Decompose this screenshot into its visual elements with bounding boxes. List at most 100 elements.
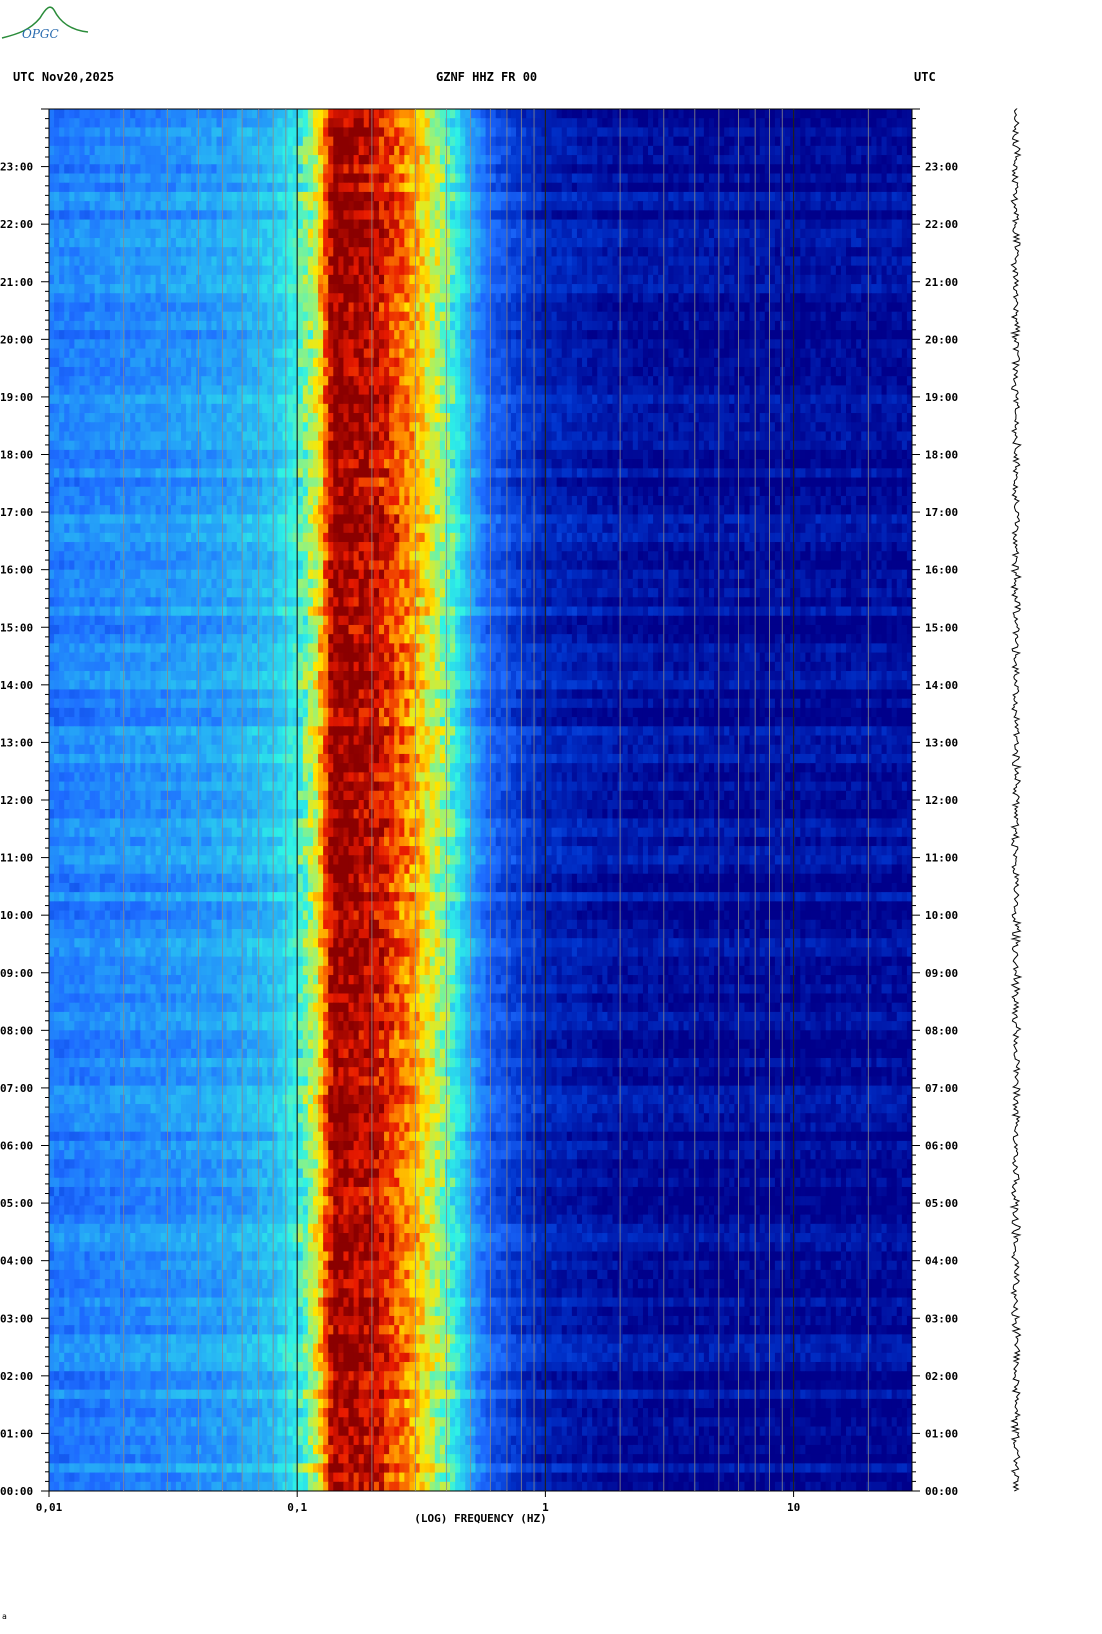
heatmap-cell bbox=[800, 284, 806, 294]
heatmap-cell bbox=[840, 237, 847, 248]
heatmap-cell bbox=[851, 265, 857, 276]
heatmap-cell bbox=[348, 145, 355, 156]
heatmap-cell bbox=[59, 109, 65, 119]
heatmap-cell bbox=[876, 219, 883, 230]
heatmap-cell bbox=[358, 201, 365, 211]
heatmap-cell bbox=[125, 357, 131, 368]
heatmap-cell bbox=[708, 265, 715, 276]
heatmap-cell bbox=[130, 145, 136, 156]
heatmap-cell bbox=[648, 127, 654, 138]
heatmap-cell bbox=[582, 265, 588, 276]
heatmap-cell bbox=[434, 311, 441, 322]
heatmap-cell bbox=[404, 311, 411, 322]
heatmap-cell bbox=[754, 320, 761, 331]
heatmap-cell bbox=[901, 109, 908, 119]
heatmap-cell bbox=[582, 293, 588, 304]
heatmap-cell bbox=[526, 173, 532, 184]
heatmap-cell bbox=[338, 182, 345, 193]
heatmap-cell bbox=[516, 293, 522, 304]
heatmap-cell bbox=[333, 256, 339, 267]
heatmap-cell bbox=[94, 339, 101, 350]
heatmap-cell bbox=[160, 145, 167, 156]
heatmap-cell bbox=[668, 330, 675, 340]
heatmap-cell bbox=[399, 293, 405, 304]
heatmap-cell bbox=[840, 182, 847, 193]
heatmap-cell bbox=[896, 247, 903, 258]
heatmap-cell bbox=[348, 237, 355, 248]
heatmap-cell bbox=[901, 136, 908, 147]
heatmap-cell bbox=[333, 274, 339, 285]
heatmap-cell bbox=[780, 173, 786, 184]
heatmap-cell bbox=[693, 311, 700, 322]
heatmap-cell bbox=[450, 293, 456, 304]
heatmap-cell bbox=[592, 182, 598, 193]
heatmap-cell bbox=[216, 219, 223, 230]
heatmap-cell bbox=[510, 274, 517, 285]
heatmap-cell bbox=[658, 311, 664, 322]
heatmap-cell bbox=[241, 320, 248, 331]
heatmap-cell bbox=[226, 293, 233, 304]
heatmap-cell bbox=[551, 366, 558, 377]
heatmap-cell bbox=[186, 320, 192, 331]
heatmap-cell bbox=[378, 155, 385, 165]
heatmap-cell bbox=[394, 201, 400, 211]
heatmap-cell bbox=[774, 127, 781, 138]
heatmap-cell bbox=[800, 118, 806, 129]
heatmap-cell bbox=[516, 201, 522, 211]
heatmap-cell bbox=[815, 320, 822, 331]
heatmap-cell bbox=[592, 210, 598, 221]
heatmap-cell bbox=[729, 182, 735, 193]
heatmap-cell bbox=[328, 237, 334, 248]
heatmap-cell bbox=[876, 311, 883, 322]
heatmap-cell bbox=[866, 127, 872, 138]
heatmap-cell bbox=[191, 109, 197, 119]
heatmap-cell bbox=[160, 366, 167, 377]
heatmap-cell bbox=[140, 164, 147, 175]
heatmap-cell bbox=[521, 339, 527, 350]
heatmap-cell bbox=[886, 357, 893, 368]
heatmap-cell bbox=[891, 339, 898, 350]
heatmap-cell bbox=[698, 210, 705, 221]
heatmap-cell bbox=[79, 145, 86, 156]
heatmap-cell bbox=[627, 311, 634, 322]
heatmap-cell bbox=[114, 357, 121, 368]
heatmap-cell bbox=[648, 247, 654, 258]
heatmap-cell bbox=[566, 191, 573, 202]
heatmap-cell bbox=[566, 109, 573, 119]
heatmap-cell bbox=[719, 136, 725, 147]
heatmap-cell bbox=[84, 201, 91, 211]
heatmap-cell bbox=[257, 173, 263, 184]
heatmap-cell bbox=[734, 164, 740, 175]
heatmap-cell bbox=[891, 164, 898, 175]
heatmap-cell bbox=[348, 293, 355, 304]
heatmap-cell bbox=[343, 237, 350, 248]
heatmap-cell bbox=[526, 284, 532, 294]
heatmap-cell bbox=[358, 265, 365, 276]
heatmap-cell bbox=[693, 219, 700, 230]
heatmap-cell bbox=[714, 118, 720, 129]
heatmap-cell bbox=[516, 191, 522, 202]
heatmap-cell bbox=[500, 237, 507, 248]
heatmap-cell bbox=[59, 293, 65, 304]
heatmap-cell bbox=[358, 136, 365, 147]
heatmap-cell bbox=[257, 320, 263, 331]
heatmap-cell bbox=[658, 366, 664, 377]
heatmap-cell bbox=[450, 256, 456, 267]
heatmap-cell bbox=[69, 348, 75, 359]
heatmap-cell bbox=[216, 145, 223, 156]
heatmap-cell bbox=[688, 191, 695, 202]
heatmap-cell bbox=[302, 127, 309, 138]
heatmap-cell bbox=[871, 228, 878, 239]
heatmap-cell bbox=[541, 311, 548, 322]
heatmap-cell bbox=[252, 219, 258, 230]
heatmap-cell bbox=[287, 256, 294, 267]
heatmap-cell bbox=[140, 366, 147, 377]
heatmap-cell bbox=[348, 136, 355, 147]
heatmap-cell bbox=[490, 320, 497, 331]
heatmap-cell bbox=[358, 320, 365, 331]
heatmap-cell bbox=[490, 274, 497, 285]
heatmap-cell bbox=[175, 348, 182, 359]
heatmap-cell bbox=[277, 182, 284, 193]
heatmap-cell bbox=[424, 247, 431, 258]
heatmap-cell bbox=[282, 284, 289, 294]
